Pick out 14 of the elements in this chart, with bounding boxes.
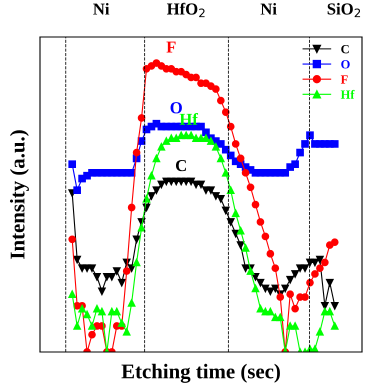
x-axis-title: Etching time (sec) — [122, 364, 280, 383]
legend-label: O — [341, 60, 350, 69]
text: Ni — [260, 2, 277, 15]
text: SiO$_{2}$ — [328, 2, 360, 18]
legend-label: Hf — [340, 90, 355, 99]
text: C — [176, 160, 186, 172]
text: Ni — [93, 2, 110, 15]
legend-label: F — [340, 75, 348, 84]
text: O — [170, 102, 182, 114]
text: HfO$_{2}$ — [166, 2, 205, 18]
y-axis-title: Intensity (a.u.) — [10, 130, 29, 259]
text: Hf — [180, 113, 198, 125]
text: F — [166, 42, 176, 53]
legend-label: C — [341, 44, 349, 54]
